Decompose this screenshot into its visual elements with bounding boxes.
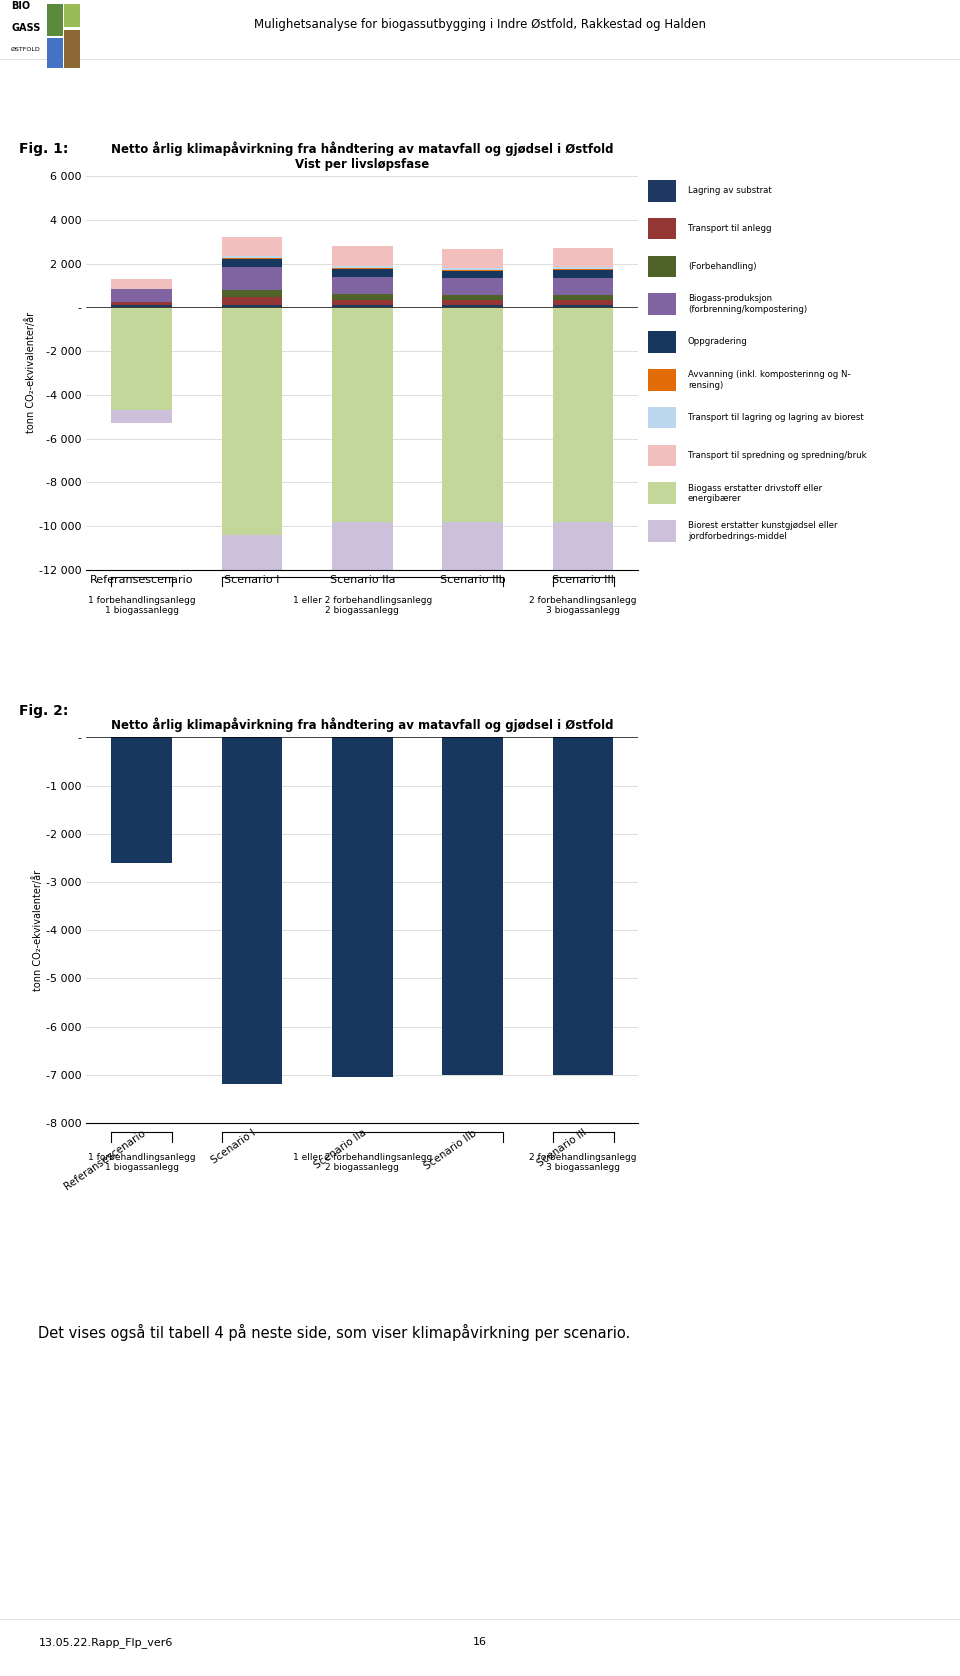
Text: Avvanning (inkl. komposterinng og N-
rensing): Avvanning (inkl. komposterinng og N- ren… xyxy=(688,370,851,389)
Bar xyxy=(64,3,80,27)
Text: 13.05.22.Rapp_Flp_ver6: 13.05.22.Rapp_Flp_ver6 xyxy=(38,1637,173,1648)
Title: Netto årlig klimapåvirkning fra håndtering av matavfall og gjødsel i Østfold: Netto årlig klimapåvirkning fra håndteri… xyxy=(111,717,613,732)
Text: Biogass-produksjon
(forbrenning/kompostering): Biogass-produksjon (forbrenning/komposte… xyxy=(688,295,807,313)
Bar xyxy=(222,290,282,297)
Text: Transport til anlegg: Transport til anlegg xyxy=(688,225,772,233)
Bar xyxy=(111,411,172,424)
Bar xyxy=(222,297,282,305)
Bar xyxy=(332,737,393,1078)
Bar xyxy=(111,305,172,307)
Bar xyxy=(332,277,393,293)
Bar xyxy=(111,307,172,411)
Bar xyxy=(332,266,393,268)
Text: Transport til spredning og spredning/bruk: Transport til spredning og spredning/bru… xyxy=(688,451,867,459)
Bar xyxy=(648,332,676,354)
Bar xyxy=(222,256,282,258)
Bar xyxy=(553,248,613,266)
Bar xyxy=(332,246,393,266)
Bar xyxy=(648,293,676,315)
Bar xyxy=(222,737,282,1084)
Bar xyxy=(553,737,613,1074)
Bar xyxy=(222,307,282,535)
Bar xyxy=(222,535,282,637)
Bar xyxy=(111,288,172,302)
Bar xyxy=(64,30,80,69)
Bar xyxy=(648,218,676,240)
Bar xyxy=(47,39,62,69)
Bar xyxy=(648,407,676,429)
Bar xyxy=(648,520,676,541)
Y-axis label: tonn CO₂-ekvivalenter/år: tonn CO₂-ekvivalenter/år xyxy=(25,312,36,434)
Bar xyxy=(553,300,613,305)
Bar xyxy=(332,300,393,305)
Text: ØSTFOLD: ØSTFOLD xyxy=(12,47,40,52)
Bar xyxy=(648,444,676,466)
Bar xyxy=(443,295,503,300)
Y-axis label: tonn CO₂-ekvivalenter/år: tonn CO₂-ekvivalenter/år xyxy=(33,870,43,991)
Title: Netto årlig klimapåvirkning fra håndtering av matavfall og gjødsel i Østfold
Vis: Netto årlig klimapåvirkning fra håndteri… xyxy=(111,141,613,171)
Text: Oppgradering: Oppgradering xyxy=(688,337,748,347)
Bar xyxy=(443,272,503,278)
Bar xyxy=(443,307,503,521)
Bar xyxy=(443,305,503,307)
Bar xyxy=(332,295,393,300)
Text: GASS: GASS xyxy=(12,23,40,34)
Text: Fig. 1:: Fig. 1: xyxy=(19,142,68,156)
Bar xyxy=(332,305,393,307)
Text: Fig. 2:: Fig. 2: xyxy=(19,704,68,717)
Bar xyxy=(443,248,503,268)
Text: Transport til lagring og lagring av biorest: Transport til lagring og lagring av bior… xyxy=(688,412,864,422)
Text: Mulighetsanalyse for biogassutbygging i Indre Østfold, Rakkestad og Halden: Mulighetsanalyse for biogassutbygging i … xyxy=(254,18,706,32)
Bar xyxy=(222,260,282,266)
Text: Biogass erstatter drivstoff eller
energibærer: Biogass erstatter drivstoff eller energi… xyxy=(688,484,822,503)
Bar xyxy=(443,300,503,305)
Bar xyxy=(553,270,613,278)
Bar xyxy=(332,521,393,625)
Bar xyxy=(648,255,676,277)
Text: Biorest erstatter kunstgjødsel eller
jordforbedrings-middel: Biorest erstatter kunstgjødsel eller jor… xyxy=(688,521,837,541)
Bar xyxy=(222,236,282,256)
Text: Det vises også til tabell 4 på neste side, som viser klimapåvirkning per scenari: Det vises også til tabell 4 på neste sid… xyxy=(38,1324,631,1341)
Bar xyxy=(443,278,503,295)
Text: 2 forbehandlingsanlegg
3 biogassanlegg: 2 forbehandlingsanlegg 3 biogassanlegg xyxy=(530,597,636,615)
Bar xyxy=(443,268,503,270)
Bar xyxy=(553,305,613,307)
Bar xyxy=(553,521,613,625)
Bar xyxy=(648,369,676,391)
Bar xyxy=(111,737,172,863)
Text: BIO: BIO xyxy=(12,2,30,12)
Bar xyxy=(222,266,282,290)
Text: 1 eller 2 forbehandlingsanlegg
2 biogassanlegg: 1 eller 2 forbehandlingsanlegg 2 biogass… xyxy=(293,1153,432,1172)
Text: 16: 16 xyxy=(473,1637,487,1648)
Bar xyxy=(47,3,62,35)
Text: 1 eller 2 forbehandlingsanlegg
2 biogassanlegg: 1 eller 2 forbehandlingsanlegg 2 biogass… xyxy=(293,597,432,615)
Bar xyxy=(553,278,613,295)
Text: 1 forbehandlingsanlegg
1 biogassanlegg: 1 forbehandlingsanlegg 1 biogassanlegg xyxy=(87,597,196,615)
Bar xyxy=(222,305,282,307)
Bar xyxy=(553,295,613,300)
Bar xyxy=(332,268,393,277)
Bar xyxy=(111,302,172,305)
Bar xyxy=(332,307,393,521)
Bar xyxy=(443,737,503,1074)
Bar xyxy=(648,483,676,504)
Text: 2 forbehandlingsanlegg
3 biogassanlegg: 2 forbehandlingsanlegg 3 biogassanlegg xyxy=(530,1153,636,1172)
Bar xyxy=(553,307,613,521)
Text: 1 forbehandlingsanlegg
1 biogassanlegg: 1 forbehandlingsanlegg 1 biogassanlegg xyxy=(87,1153,196,1172)
Bar xyxy=(111,278,172,288)
Bar xyxy=(648,179,676,201)
Bar xyxy=(443,521,503,625)
Bar xyxy=(553,266,613,268)
Text: Lagring av substrat: Lagring av substrat xyxy=(688,186,772,194)
Text: (Forbehandling): (Forbehandling) xyxy=(688,261,756,272)
